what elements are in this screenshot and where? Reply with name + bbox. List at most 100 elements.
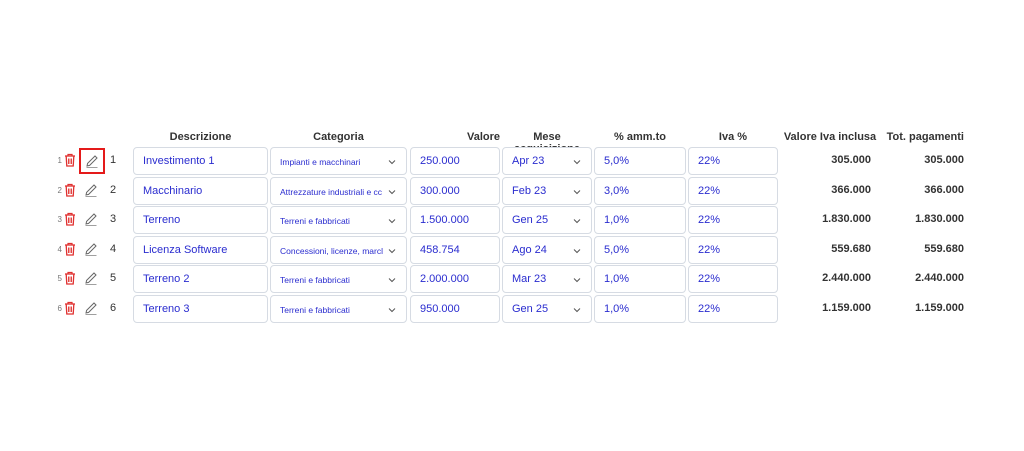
chevron-down-icon: [573, 190, 581, 195]
descrizione-input[interactable]: Terreno: [133, 206, 268, 234]
amm-input[interactable]: 5,0%: [594, 236, 686, 264]
valore-iva-inclusa: 1.159.000: [822, 302, 871, 314]
descrizione-value: Terreno: [143, 214, 181, 226]
valore-input[interactable]: 458.754: [410, 236, 500, 264]
iva-input[interactable]: 22%: [688, 265, 778, 293]
trash-icon[interactable]: [64, 183, 76, 197]
pencil-icon[interactable]: [79, 148, 105, 174]
row-number: 2: [57, 186, 62, 195]
pencil-icon[interactable]: [83, 211, 99, 227]
valore-value: 458.754: [420, 244, 460, 256]
amm-input[interactable]: 1,0%: [594, 295, 686, 323]
iva-input[interactable]: 22%: [688, 177, 778, 205]
descrizione-value: Macchinario: [143, 185, 203, 197]
mese-acquisizione-select[interactable]: Gen 25: [502, 295, 592, 323]
mese-acquisizione-select[interactable]: Ago 24: [502, 236, 592, 264]
pencil-icon[interactable]: [83, 182, 99, 198]
iva-value: 22%: [698, 303, 721, 315]
mese-acquisizione-select[interactable]: Mar 23: [502, 265, 592, 293]
trash-icon[interactable]: [64, 212, 76, 226]
descrizione-input[interactable]: Licenza Software: [133, 236, 268, 264]
mese-acquisizione-select[interactable]: Apr 23: [502, 147, 592, 175]
categoria-select[interactable]: Terreni e fabbricati: [270, 265, 407, 293]
header-categoria: Categoria: [313, 131, 364, 143]
valore-iva-inclusa: 1.830.000: [822, 213, 871, 225]
row-index: 2: [110, 184, 117, 196]
valore-input[interactable]: 300.000: [410, 177, 500, 205]
chevron-down-icon: [573, 278, 581, 283]
iva-input[interactable]: 22%: [688, 147, 778, 175]
descrizione-input[interactable]: Investimento 1: [133, 147, 268, 175]
row-number: 1: [57, 156, 62, 165]
trash-icon[interactable]: [64, 242, 76, 256]
iva-value: 22%: [698, 244, 721, 256]
amm-input[interactable]: 1,0%: [594, 206, 686, 234]
tot-pagamenti: 1.159.000: [915, 302, 964, 314]
descrizione-value: Terreno 3: [143, 303, 190, 315]
pencil-icon[interactable]: [83, 241, 99, 257]
chevron-down-icon: [573, 219, 581, 224]
valore-value: 250.000: [420, 155, 460, 167]
categoria-value: Concessioni, licenze, marcl: [280, 246, 383, 256]
valore-iva-inclusa: 305.000: [831, 154, 871, 166]
categoria-select[interactable]: Terreni e fabbricati: [270, 295, 407, 323]
categoria-select[interactable]: Terreni e fabbricati: [270, 206, 407, 234]
categoria-select[interactable]: Attrezzature industriali e cc: [270, 177, 407, 205]
row-index: 3: [110, 213, 117, 225]
row-index: 4: [110, 243, 117, 255]
iva-input[interactable]: 22%: [688, 206, 778, 234]
categoria-value: Terreni e fabbricati: [280, 305, 350, 315]
valore-iva-inclusa: 366.000: [831, 184, 871, 196]
pencil-icon[interactable]: [83, 270, 99, 286]
valore-input[interactable]: 2.000.000: [410, 265, 500, 293]
amm-input[interactable]: 1,0%: [594, 265, 686, 293]
pencil-icon[interactable]: [83, 300, 99, 316]
chevron-down-icon: [388, 249, 396, 254]
amm-input[interactable]: 5,0%: [594, 147, 686, 175]
iva-value: 22%: [698, 185, 721, 197]
iva-value: 22%: [698, 273, 721, 285]
amm-input[interactable]: 3,0%: [594, 177, 686, 205]
table-row: 1 1 Investimento 1 Impianti e macchinari…: [0, 147, 1024, 175]
mese-value: Gen 25: [512, 303, 549, 315]
amm-value: 5,0%: [604, 244, 630, 256]
mese-acquisizione-select[interactable]: Feb 23: [502, 177, 592, 205]
table-row: 3 3 Terreno Terreni e fabbricati 1.500.0…: [0, 206, 1024, 234]
mese-acquisizione-select[interactable]: Gen 25: [502, 206, 592, 234]
descrizione-value: Investimento 1: [143, 155, 215, 167]
valore-value: 1.500.000: [420, 214, 469, 226]
amm-value: 5,0%: [604, 155, 630, 167]
chevron-down-icon: [388, 308, 396, 313]
valore-iva-inclusa: 2.440.000: [822, 272, 871, 284]
categoria-select[interactable]: Impianti e macchinari: [270, 147, 407, 175]
descrizione-value: Licenza Software: [143, 244, 228, 256]
row-index: 1: [110, 154, 117, 166]
tot-pagamenti: 559.680: [924, 243, 964, 255]
descrizione-input[interactable]: Terreno 3: [133, 295, 268, 323]
iva-input[interactable]: 22%: [688, 295, 778, 323]
trash-icon[interactable]: [64, 271, 76, 285]
valore-input[interactable]: 250.000: [410, 147, 500, 175]
table-row: 6 6 Terreno 3 Terreni e fabbricati 950.0…: [0, 295, 1024, 323]
iva-input[interactable]: 22%: [688, 236, 778, 264]
trash-icon[interactable]: [64, 301, 76, 315]
valore-input[interactable]: 1.500.000: [410, 206, 500, 234]
valore-input[interactable]: 950.000: [410, 295, 500, 323]
row-number: 6: [57, 304, 62, 313]
trash-icon[interactable]: [64, 153, 76, 167]
valore-iva-inclusa: 559.680: [831, 243, 871, 255]
descrizione-input[interactable]: Terreno 2: [133, 265, 268, 293]
descrizione-value: Terreno 2: [143, 273, 190, 285]
row-index: 5: [110, 272, 117, 284]
categoria-value: Terreni e fabbricati: [280, 275, 350, 285]
categoria-value: Terreni e fabbricati: [280, 216, 350, 226]
descrizione-input[interactable]: Macchinario: [133, 177, 268, 205]
mese-value: Apr 23: [512, 155, 545, 167]
chevron-down-icon: [388, 190, 396, 195]
tot-pagamenti: 1.830.000: [915, 213, 964, 225]
chevron-down-icon: [573, 308, 581, 313]
categoria-select[interactable]: Concessioni, licenze, marcl: [270, 236, 407, 264]
chevron-down-icon: [388, 278, 396, 283]
amm-value: 3,0%: [604, 185, 630, 197]
tot-pagamenti: 2.440.000: [915, 272, 964, 284]
